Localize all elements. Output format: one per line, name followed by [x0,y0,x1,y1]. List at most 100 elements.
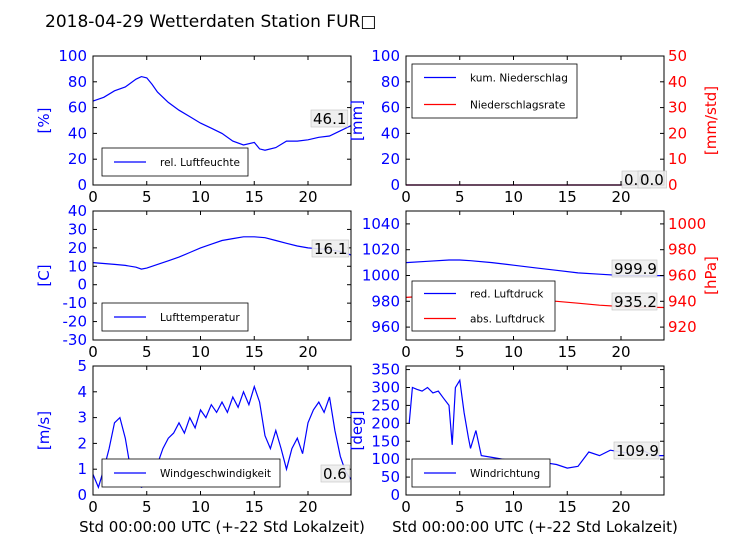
legend: Windgeschwindigkeit [101,458,281,488]
y-tick-label: 80 [381,73,400,91]
x-tick-label: 10 [191,498,210,516]
y-tick-label: 40 [68,124,87,142]
value-annotation: 999.9 [614,260,657,278]
y-tick-label: 10 [68,257,87,275]
y2-tick-label: 0 [668,176,678,194]
y-tick-label: 2 [77,434,87,452]
x-tick-label: 5 [455,188,465,206]
y2-tick-label: 920 [668,318,697,336]
x-tick-label: 15 [558,188,577,206]
x-tick-label: 5 [142,343,152,361]
value-annotation: 109.9 [616,442,659,460]
series-line-6-1 [408,378,664,469]
value-annotation-box [320,464,350,483]
legend: red. Luftdruck abs. Luftdruck [411,280,556,332]
x-tick-label: 0 [401,343,411,361]
legend-label: Windrichtung [470,468,540,480]
y-tick-label: 980 [371,292,400,310]
y-tick-label: 300 [371,379,400,397]
y-tick-label: 3 [77,409,87,427]
y-axis-label: [C] [35,264,53,286]
y-tick-label: 0 [390,486,400,504]
value-annotation-box [611,292,658,311]
value-annotation: 0.6 [323,465,347,483]
x-tick-label: 0 [88,188,98,206]
value-annotation: 0.0 [640,171,664,189]
legend-label: kum. Niederschlag [470,73,568,85]
y-tick-label: -20 [63,313,88,331]
x-tick-label: 20 [298,188,317,206]
y-tick-label: 150 [371,432,400,450]
y2-tick-label: 1000 [668,215,706,233]
y-axis-label: [deg] [348,411,366,451]
x-tick-label: 5 [455,498,465,516]
x-tick-label: 20 [298,498,317,516]
y-tick-label: 250 [371,396,400,414]
figure-title: 2018-04-29 Wetterdaten Station FUR□ [45,12,376,32]
axes-frame [92,210,352,341]
y-tick-label: 350 [371,361,400,379]
x-axis-label: Std 00:00:00 UTC (+-22 Std Lokalzeit) [79,518,365,536]
y-tick-label: 1 [77,460,87,478]
y2-tick-label: 40 [668,73,687,91]
y2-axis-label: [mm/std] [702,86,720,155]
y-tick-label: 0 [77,176,87,194]
x-tick-label: 15 [245,343,264,361]
x-tick-label: 20 [611,188,630,206]
x-tick-label: 15 [558,498,577,516]
legend-label: red. Luftdruck [470,289,544,301]
chart-panel-5: 0 5 10 15 20 0 1 2 3 4 5 [m/s] Std 00:00:00 UTC (+-2… [35,357,365,536]
y-tick-label: 4 [77,383,87,401]
x-tick-label: 0 [401,498,411,516]
y2-tick-label: 960 [668,267,697,285]
y-axis-label: [m/s] [35,411,53,450]
x-tick-label: 20 [298,343,317,361]
x-tick-label: 20 [611,343,630,361]
x-tick-label: 0 [88,343,98,361]
value-annotation: 46.1 [313,110,346,128]
legend: Windrichtung [411,458,551,488]
y-tick-label: 1020 [362,241,400,259]
y-tick-label: 100 [371,47,400,65]
axes-frame [405,55,665,186]
x-tick-label: 15 [558,343,577,361]
value-annotation-box [611,259,658,278]
y-tick-label: -30 [63,331,88,349]
chart-panel-3: 0 5 10 15 20-30-20-10010203040[C]Lufttempera… [35,202,352,361]
x-tick-label: 10 [191,188,210,206]
legend-label: Lufttemperatur [160,312,240,324]
legend-box [411,280,556,332]
value-annotation: 935.2 [614,293,657,311]
y-tick-label: 100 [371,450,400,468]
y-tick-label: 40 [68,202,87,220]
legend-label: abs. Luftdruck [470,314,546,326]
y-tick-label: 0 [77,276,87,294]
legend: Lufttemperatur [101,302,249,332]
series-line-3-1 [92,236,352,270]
y-tick-label: 20 [68,239,87,257]
legend: kum. Niederschlag Niederschlagsrate [411,63,578,119]
y-tick-label: 5 [77,357,87,375]
value-annotation-box [613,441,660,460]
y2-tick-label: 10 [668,150,687,168]
x-tick-label: 5 [142,188,152,206]
x-tick-label: 10 [191,343,210,361]
y-tick-label: 1040 [362,215,400,233]
axes-frame [405,365,665,496]
value-annotation: 16.1 [314,240,347,258]
legend-box [411,63,578,119]
x-tick-label: 10 [504,188,523,206]
y-tick-label: 0 [390,176,400,194]
y-tick-label: 60 [381,99,400,117]
y-tick-label: -10 [63,294,88,312]
y-tick-label: 1000 [362,267,400,285]
legend-label: Niederschlagsrate [470,100,565,112]
axes-frame [92,365,352,496]
legend-label: Windgeschwindigkeit [160,468,271,480]
chart-panel-1: 0 5 10 15 20 0 20 40 60 80 100 [%] rel. Luftfeuchte 4… [35,47,352,206]
y-tick-label: 30 [68,220,87,238]
x-tick-label: 0 [88,498,98,516]
y-tick-label: 60 [68,99,87,117]
x-tick-label: 15 [245,498,264,516]
